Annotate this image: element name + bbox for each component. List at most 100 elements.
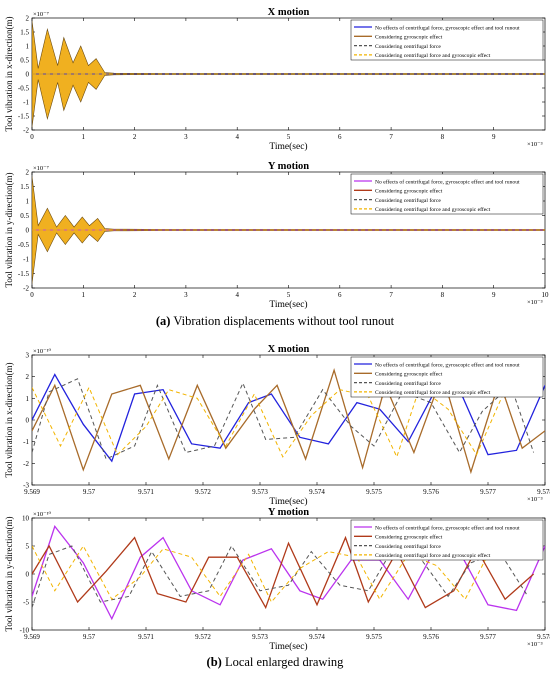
- legend-entry: No effects of centrifugal force, gyrosco…: [375, 524, 520, 531]
- y-axis-label: Tool vibration in y-direction(m): [4, 516, 14, 631]
- legend-entry: Considering centrifugal force: [375, 380, 441, 387]
- y-tick-label: -2: [23, 127, 29, 135]
- y-exponent: ×10⁻¹⁰: [33, 348, 52, 355]
- x-tick-label: 9.574: [309, 633, 325, 641]
- caption-b: (b) Local enlarged drawing: [0, 655, 550, 670]
- x-tick-label: 9.575: [366, 488, 382, 496]
- series-line: [32, 378, 535, 460]
- legend-entry: Considering gyroscopic effect: [375, 34, 443, 41]
- x-tick-label: 9.576: [423, 633, 439, 641]
- x-tick-label: 9.571: [138, 633, 154, 641]
- legend-entry: No effects of centrifugal force, gyrosco…: [375, 24, 520, 31]
- legend-entry: Considering centrifugal force: [375, 43, 441, 50]
- x-tick-label: 9.57: [83, 633, 96, 641]
- legend-entry: Considering gyroscopic effect: [375, 188, 443, 195]
- y-tick-label: 1: [26, 395, 30, 403]
- chart-y1: Y motion 0 1 2 3 4 5 6 7 8 9 10 -2 -1.5 -1 -0.5 0 0.5 1 1.5…: [4, 161, 549, 310]
- y-tick-label: 0.5: [20, 212, 29, 220]
- x-tick-label: 9.572: [195, 633, 211, 641]
- legend-box: [350, 173, 544, 215]
- legend-entry: Considering centrifugal force and gyrosc…: [375, 52, 491, 59]
- y-tick-label: 1: [26, 43, 30, 51]
- y-tick-label: -0.5: [18, 85, 30, 93]
- x-tick-label: 9.576: [423, 488, 439, 496]
- y-tick-label: 1: [26, 198, 30, 206]
- legend-entry: Considering centrifugal force: [375, 197, 441, 204]
- legend: No effects of centrifugal force, gyrosco…: [350, 19, 544, 61]
- y-tick-label: -3: [23, 482, 29, 490]
- x-tick-label: 0: [30, 291, 34, 299]
- x-tick-label: 0: [30, 133, 34, 141]
- legend-entry: No effects of centrifugal force, gyrosco…: [375, 178, 520, 185]
- series-line: [32, 386, 534, 459]
- y-axis-label: Tool vibration in x-direction(m): [4, 16, 14, 131]
- legend-box: [350, 19, 544, 61]
- x-tick-label: 6: [338, 291, 342, 299]
- y-tick-label: -1.5: [18, 113, 30, 121]
- plot-series: [32, 20, 545, 128]
- x-tick-label: 9.577: [480, 488, 496, 496]
- x-exponent: ×10⁻³: [527, 496, 543, 503]
- series-line: [32, 367, 545, 475]
- y-tick-label: 0: [26, 417, 30, 425]
- legend-box: [350, 519, 544, 561]
- legend-box: [350, 356, 544, 398]
- chart-title: X motion: [268, 344, 310, 355]
- x-tick-label: 9.578: [537, 633, 550, 641]
- x-exponent: ×10⁻³: [527, 641, 543, 648]
- y-tick-label: 1.5: [20, 29, 29, 37]
- series-line: [32, 544, 529, 608]
- x-tick-label: 5: [287, 133, 291, 141]
- legend: No effects of centrifugal force, gyrosco…: [350, 356, 544, 398]
- legend-entry: Considering centrifugal force: [375, 543, 441, 550]
- y-tick-label: -2: [23, 460, 29, 468]
- y-tick-label: 1.5: [20, 183, 29, 191]
- chart-x2: X motion 9.569 9.57 9.571 9.572 9.573 9.574 9.5…: [4, 344, 550, 507]
- x-tick-label: 9.57: [83, 488, 96, 496]
- y-exponent: ×10⁻¹⁰: [33, 511, 52, 518]
- series-line: [32, 545, 534, 603]
- x-tick-label: 8: [441, 291, 445, 299]
- x-tick-label: 9.578: [537, 488, 550, 496]
- x-tick-label: 9.573: [252, 633, 268, 641]
- x-tick-label: 9.571: [138, 488, 154, 496]
- x-tick-label: 5: [287, 291, 291, 299]
- legend-entry: Considering gyroscopic effect: [375, 371, 443, 378]
- x-tick-label: 7: [389, 133, 393, 141]
- x-axis-label: Time(sec): [269, 496, 307, 507]
- x-tick-label: 4: [235, 133, 239, 141]
- caption-a-text: Vibration displacements without tool run…: [170, 314, 395, 328]
- caption-a-label: (a): [155, 314, 171, 328]
- x-tick-label: 7: [389, 291, 393, 299]
- legend-entry: Considering centrifugal force and gyrosc…: [375, 552, 491, 559]
- x-exponent: ×10⁻³: [527, 299, 543, 306]
- x-tick-label: 9.574: [309, 488, 325, 496]
- legend: No effects of centrifugal force, gyrosco…: [350, 519, 544, 561]
- legend: No effects of centrifugal force, gyrosco…: [350, 173, 544, 215]
- legend-entry: Considering centrifugal force and gyrosc…: [375, 389, 491, 396]
- y-tick-label: -10: [20, 627, 30, 635]
- x-exponent: ×10⁻³: [527, 141, 543, 148]
- x-tick-label: 10: [542, 291, 550, 299]
- y-tick-label: 3: [26, 352, 30, 360]
- legend-entry: Considering gyroscopic effect: [375, 534, 443, 541]
- x-axis-label: Time(sec): [269, 141, 307, 152]
- y-tick-label: 10: [22, 515, 30, 523]
- y-tick-label: 0: [26, 227, 30, 235]
- y-axis-label: Tool vibration in y-direction(m): [4, 172, 14, 287]
- y-tick-label: 5: [26, 543, 30, 551]
- x-tick-label: 6: [338, 133, 342, 141]
- y-tick-label: -1: [23, 256, 29, 264]
- y-tick-label: 0: [26, 571, 30, 579]
- plot-series: [32, 176, 545, 284]
- y-tick-label: -2: [23, 285, 29, 293]
- x-tick-label: 3: [184, 291, 188, 299]
- legend-entry: No effects of centrifugal force, gyrosco…: [375, 361, 520, 368]
- x-tick-label: 9.573: [252, 488, 268, 496]
- caption-b-text: Local enlarged drawing: [221, 655, 344, 669]
- y-exponent: ×10⁻⁷: [33, 165, 49, 172]
- x-tick-label: 9.572: [195, 488, 211, 496]
